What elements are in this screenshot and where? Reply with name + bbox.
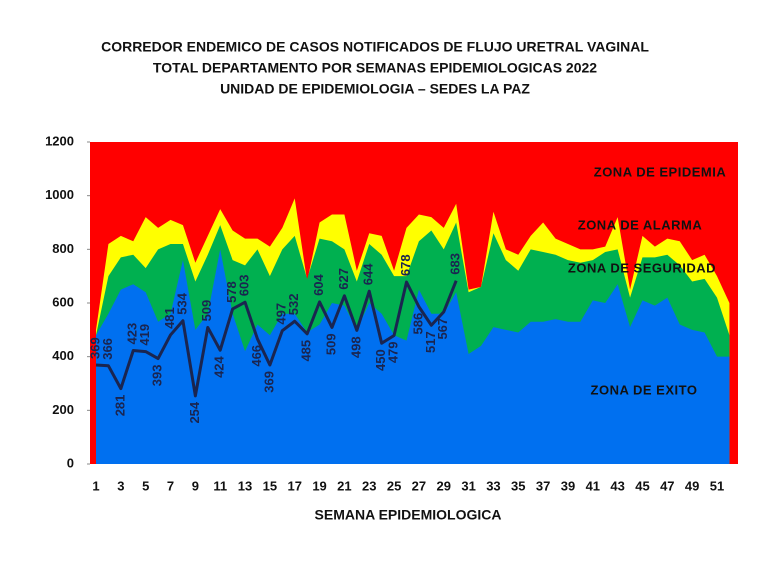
data-label: 450 — [373, 349, 388, 371]
data-label: 627 — [336, 268, 351, 290]
x-tick-label: 31 — [461, 478, 475, 493]
data-label: 366 — [100, 338, 115, 360]
data-label: 509 — [323, 333, 338, 355]
data-label: 603 — [236, 274, 251, 296]
data-label: 644 — [361, 263, 376, 285]
chart-title: TOTAL DEPARTAMENTO POR SEMANAS EPIDEMIOL… — [153, 60, 597, 76]
x-tick-label: 35 — [511, 478, 525, 493]
data-label: 281 — [112, 395, 127, 417]
zone-label: ZONA DE EPIDEMIA — [594, 164, 727, 179]
data-label: 586 — [410, 313, 425, 335]
x-tick-label: 1 — [92, 478, 99, 493]
y-tick-label: 400 — [52, 348, 74, 363]
data-label: 369 — [87, 337, 102, 359]
zone-label: ZONA DE ALARMA — [578, 217, 703, 232]
data-label: 534 — [174, 292, 189, 314]
y-tick-label: 0 — [67, 455, 74, 470]
data-label: 683 — [448, 253, 463, 275]
x-tick-label: 25 — [387, 478, 401, 493]
x-tick-label: 23 — [362, 478, 376, 493]
data-label: 479 — [386, 341, 401, 363]
x-tick-label: 43 — [610, 478, 624, 493]
data-label: 604 — [311, 273, 326, 295]
data-label: 254 — [187, 401, 202, 423]
x-tick-label: 51 — [710, 478, 724, 493]
data-label: 393 — [150, 365, 165, 387]
data-label: 578 — [224, 281, 239, 303]
zone-area — [96, 249, 730, 464]
y-tick-label: 1200 — [45, 133, 74, 148]
y-tick-label: 200 — [52, 402, 74, 417]
x-tick-label: 9 — [192, 478, 199, 493]
zone-label: ZONA DE SEGURIDAD — [568, 260, 716, 275]
cases-line — [95, 280, 458, 398]
x-tick-label: 5 — [142, 478, 149, 493]
chart-title: CORREDOR ENDEMICO DE CASOS NOTIFICADOS D… — [101, 39, 649, 55]
y-tick-label: 1000 — [45, 187, 74, 202]
data-label: 481 — [162, 307, 177, 329]
data-label: 532 — [286, 294, 301, 316]
x-tick-label: 21 — [337, 478, 351, 493]
data-label: 369 — [261, 371, 276, 393]
data-label: 497 — [274, 303, 289, 325]
x-tick-label: 13 — [238, 478, 252, 493]
data-label: 509 — [199, 300, 214, 322]
y-tick-label: 600 — [52, 294, 74, 309]
x-tick-label: 11 — [213, 478, 227, 493]
x-tick-label: 27 — [412, 478, 426, 493]
data-label: 424 — [212, 355, 227, 377]
x-tick-label: 19 — [312, 478, 326, 493]
zone-label: ZONA DE EXITO — [591, 382, 698, 397]
data-label: 485 — [299, 340, 314, 362]
data-label: 498 — [348, 336, 363, 358]
data-label: 567 — [435, 318, 450, 340]
data-label: 517 — [423, 331, 438, 353]
x-tick-label: 33 — [486, 478, 500, 493]
x-tick-label: 49 — [685, 478, 699, 493]
x-tick-label: 41 — [586, 478, 600, 493]
data-label: 466 — [249, 345, 264, 367]
x-tick-label: 37 — [536, 478, 550, 493]
x-tick-label: 47 — [660, 478, 674, 493]
chart-title: UNIDAD DE EPIDEMIOLOGIA – SEDES LA PAZ — [220, 81, 530, 97]
x-tick-label: 29 — [437, 478, 451, 493]
x-tick-label: 15 — [263, 478, 277, 493]
x-tick-label: 39 — [561, 478, 575, 493]
data-label: 423 — [125, 323, 140, 345]
x-tick-label: 7 — [167, 478, 174, 493]
x-tick-label: 17 — [287, 478, 301, 493]
y-tick-label: 800 — [52, 241, 74, 256]
x-tick-label: 3 — [117, 478, 124, 493]
x-axis-label: SEMANA EPIDEMIOLOGICA — [315, 507, 502, 523]
x-tick-label: 45 — [635, 478, 649, 493]
data-label: 419 — [137, 324, 152, 346]
data-label: 678 — [398, 254, 413, 276]
